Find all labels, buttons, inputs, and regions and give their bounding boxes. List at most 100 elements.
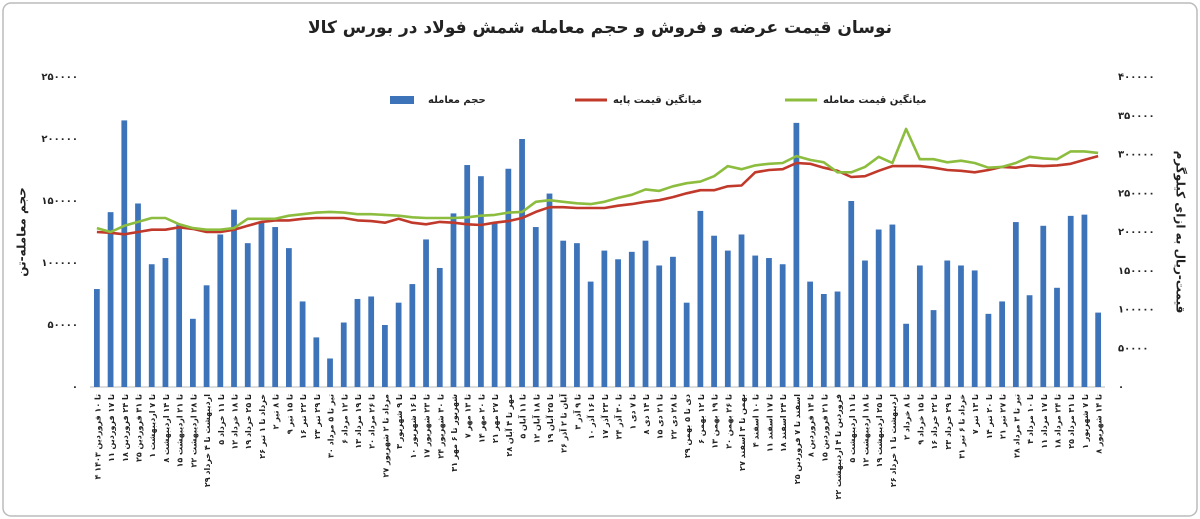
y2-tick-label: ۰ [1118,382,1124,393]
x-tick-label: ۱۶ تا ۲۲ خرداد [930,394,939,450]
bar [889,224,896,387]
x-tick-label: ۲ تا ۸ خرداد [903,394,912,440]
bar [162,258,169,387]
bar [601,250,608,387]
bar [436,267,443,387]
x-tick-label: ۱۷ تا ۲۳ شهریور [423,394,432,459]
x-tick-label: ۲۷ مرداد تا ۲ شهریور [381,394,390,478]
bar [491,222,498,387]
bar [697,210,704,387]
bar [478,176,484,387]
bar [793,122,800,387]
y2-tick-label: ۳۵۰۰۰۰ [1118,111,1155,122]
bar [519,139,525,387]
x-tick-label: ۵ تا ۱۱ آبان [518,394,528,439]
bar [560,240,567,387]
bar [1040,225,1047,387]
bar [395,302,402,387]
y-axis-title: حجم معامله-تن [15,187,29,276]
y2-tick-label: ۲۵۰۰۰۰ [1118,188,1155,199]
x-tick-label: ۱ تا ۷ شهریور [1081,394,1090,449]
x-tick-label: ۲۶ آبان تا ۲ آذر [559,394,569,453]
bar [93,289,100,387]
bar [231,209,237,387]
y2-tick-label: ۳۰۰۰۰۰ [1118,150,1155,161]
bar [1026,295,1033,387]
y2-tick-label: ۲۰۰۰۰۰ [1118,227,1155,238]
bar [862,260,868,387]
bar [464,165,471,387]
bar [628,251,635,387]
y2-tick-label: ۱۰۰۰۰۰ [1118,305,1155,316]
legend-swatch [390,96,414,104]
x-tick-label: ۲۰ تا ۲۶ بهمن [724,394,733,449]
x-tick-label: ۲ تا ۸ تیر [272,394,281,429]
x-tick-label: ۱ تا ۷ دی [628,394,637,430]
bar [944,260,951,387]
legend-label: حجم معامله [428,95,486,106]
x-tick-label: ۱۱ تا ۱۷ مرداد [1040,394,1049,449]
bar [1081,214,1088,387]
x-tick-label: ۱۹ تا ۲۵ اردیبهشت [875,394,884,468]
bar [272,227,279,387]
x-tick-label: ۲۱ تا ۲۷ مهر [491,394,500,443]
x-tick-label: ۲۶ خرداد تا ۱ تیر [258,394,267,459]
bar [532,227,539,387]
x-tick-label: ۲۱ تا ۲۷ تیر [999,394,1008,439]
bar [820,294,827,387]
x-tick-label: ۲۳ تا ۲۹ تیر [313,394,322,439]
line [96,127,1099,234]
bar [327,358,333,387]
bar [779,264,786,387]
y2-axis-title: قیمت-ریال به ازای کیلوگرم [1173,151,1188,314]
bar [930,310,937,387]
x-tick-label: ۸ تا ۱۴ فروردین [807,394,816,457]
bar [217,234,224,387]
x-tick-label: ۱۳ تا ۱۹ بهمن [711,394,720,449]
bar [656,265,663,387]
bar [903,323,909,387]
x-tick-label: ۱ تا ۷ اردیبهشت [148,394,157,458]
x-tick-label: ۱۸ تا ۲۴ مرداد [1053,394,1062,449]
x-tick-label: ۱۹ تا ۲۵ خرداد [244,394,253,450]
bar [107,212,114,387]
y-tick-label: ۵۰۰۰۰ [47,320,78,331]
x-tick-label: ۱۵ تا ۲۱ فروردین [820,394,829,462]
bar [382,325,388,387]
bar [985,313,992,387]
bar [148,264,155,387]
x-tick-label: ۱۱ تا ۱۷ فروردین [107,394,116,462]
x-tick-label: ۲۵ اسفند تا ۷ فروردین [793,394,802,484]
bar [1054,287,1060,387]
x-tick-label: ۵ تا ۱۱ خرداد [217,394,226,445]
x-tick-label: ۳۰ تیر تا ۵ مرداد [327,394,336,458]
x-tick-label: ۹ تا ۱۵ خرداد [916,394,925,445]
x-tick-label: ۲۴ تا ۳۰ آذر [614,394,624,439]
x-tick-label: ۱۸ تا ۲۴ اسفند [779,394,788,452]
x-tick-label: ۲۸ مهر تا ۴ آبان [504,394,514,457]
x-tick-label: ۲۷ بهمن تا ۳ اسفند [738,394,747,471]
x-tick-label: ۱۱ تا ۱۷ اسفند [765,394,774,452]
x-tick-label: ۱۵ تا ۲۱ دی [656,394,665,439]
x-tick-label: ۶ تا ۱۲ بهمن [697,394,706,444]
bar [286,248,292,387]
x-tick-label: ۱۴ تا ۲۰ مهر [477,394,486,443]
x-tick-label: ۳۱ شهریور تا ۶ مهر [450,394,459,472]
y2-tick-label: ۵۰۰۰۰ [1118,343,1149,354]
bar [368,296,375,387]
x-tick-label: ۱۰ تا ۱۶ آذر [586,394,596,439]
x-tick-label: ۴ تا ۱۰ اسفند [752,394,761,447]
bar [135,203,141,387]
x-tick-label: ۴ تا ۱۰ مرداد [1026,394,1035,444]
bar [574,243,580,387]
bar [409,284,416,387]
x-tick-label: ۲۲ تا ۲۸ اردیبهشت [189,394,198,468]
bar [670,256,676,387]
x-tick-label: ۹ تا ۱۵ تیر [285,394,294,434]
x-tick-label: ۳ تا ۹ شهریور [395,394,404,449]
bar [999,301,1006,387]
x-tick-label: ۱۳ تا ۱۹ مرداد [354,394,363,449]
x-tick-label: ۶ تا ۱۲ مرداد [340,394,349,444]
x-tick-label: ۷ تا ۱۳ مهر [464,394,473,438]
bar [1095,312,1102,387]
